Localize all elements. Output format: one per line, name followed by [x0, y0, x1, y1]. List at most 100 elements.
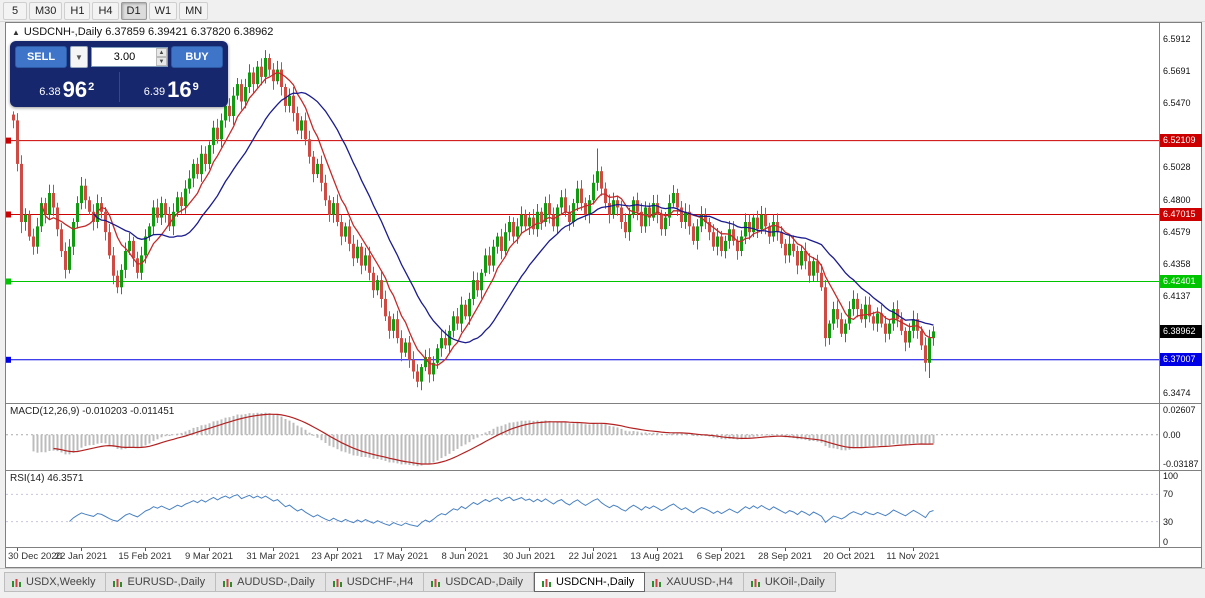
tab-label: USDCNH-,Daily	[555, 576, 635, 588]
chart-icon	[223, 578, 233, 587]
date-tick-mark	[465, 548, 466, 551]
chevron-down-icon: ▼	[75, 52, 83, 62]
chart-tab-ukoil-daily[interactable]: UKOil-,Daily	[743, 572, 836, 592]
timeframe-button-5[interactable]: 5	[3, 1, 27, 20]
date-label: 20 Oct 2021	[823, 551, 875, 562]
date-label: 13 Aug 2021	[630, 551, 684, 562]
date-label: 22 Jan 2021	[54, 551, 108, 562]
chart-icon	[652, 578, 662, 587]
date-axis[interactable]: 30 Dec 2020 22 Jan 2021 15 Feb 2021 9 Mar 2…	[6, 547, 1201, 567]
level-price-label: 6.42401	[1160, 275, 1202, 288]
current-price-label: 6.38962	[1160, 325, 1202, 338]
macd-panel: MACD(12,26,9) -0.010203 -0.011451 0.0260…	[6, 403, 1201, 470]
price-tick: 6.5470	[1163, 98, 1191, 108]
timeframe-toolbar: 5 M30 H1 H4 D1 W1 MN	[0, 0, 1205, 22]
buy-price-main: 16	[167, 77, 192, 102]
chart-tab-usdcnh-daily[interactable]: USDCNH-,Daily	[533, 572, 646, 592]
macd-axis[interactable]: 0.02607 0.00 -0.03187	[1159, 404, 1201, 470]
spinner-down-icon[interactable]: ▼	[156, 57, 167, 66]
volume-spinner[interactable]: ▲ ▼	[156, 48, 167, 66]
chart-tab-usdcad-daily[interactable]: USDCAD-,Daily	[424, 572, 534, 592]
timeframe-button-m30[interactable]: M30	[29, 1, 63, 20]
macd-tick: 0.02607	[1163, 405, 1196, 415]
timeframe-button-mn[interactable]: MN	[179, 1, 209, 20]
date-tick-mark	[593, 548, 594, 551]
price-tick: 6.4579	[1163, 227, 1191, 237]
timeframe-button-h1[interactable]: H1	[64, 1, 91, 20]
spinner-up-icon[interactable]: ▲	[156, 48, 167, 57]
date-label: 15 Feb 2021	[118, 551, 172, 562]
date-tick-mark	[401, 548, 402, 551]
date-tick-mark	[145, 548, 146, 551]
price-tick: 6.3474	[1163, 388, 1191, 398]
date-tick-mark	[913, 548, 914, 551]
level-price-label: 6.37007	[1160, 353, 1202, 366]
sell-price-display[interactable]: 6.38 96 2	[15, 72, 120, 102]
chart-icon	[332, 578, 342, 587]
timeframe-button-d1[interactable]: D1	[120, 1, 147, 20]
chart-tab-audusd-daily[interactable]: AUDUSD-,Daily	[216, 572, 326, 592]
main-chart-panel: ▲ USDCNH-,Daily 6.37859 6.39421 6.37820 …	[6, 23, 1202, 403]
chart-icon	[431, 578, 441, 587]
price-axis[interactable]: 6.5912 6.5691 6.5470 6.5028 6.4800 6.4579 6.43…	[1159, 23, 1202, 403]
tab-label: USDCHF-,H4	[346, 576, 414, 588]
chart-tab-usdchf-h4[interactable]: USDCHF-,H4	[325, 572, 425, 592]
ohlc-readout: USDCNH-,Daily 6.37859 6.39421 6.37820 6.…	[23, 26, 274, 38]
price-tick: 6.5912	[1163, 34, 1191, 44]
chart-tab-xauusd-h4[interactable]: XAUUSD-,H4	[645, 572, 744, 592]
rsi-panel: RSI(14) 46.3571 100 70 30 0	[6, 470, 1201, 547]
buy-price-display[interactable]: 6.39 16 9	[120, 72, 224, 102]
buy-price-pip: 9	[192, 81, 199, 93]
buy-button[interactable]: BUY	[171, 46, 223, 68]
tab-label: USDX,Weekly	[26, 576, 96, 588]
date-label: 6 Sep 2021	[696, 551, 746, 562]
sell-price-pip: 2	[88, 81, 95, 93]
price-chart-canvas[interactable]	[6, 23, 1159, 403]
collapse-triangle-icon[interactable]: ▲	[12, 27, 20, 37]
macd-tick: 0.00	[1163, 430, 1181, 440]
chart-tab-eurusd-daily[interactable]: EURUSD-,Daily	[106, 572, 217, 592]
date-label: 22 Jul 2021	[568, 551, 618, 562]
macd-label: MACD(12,26,9) -0.010203 -0.011451	[10, 406, 175, 417]
chart-icon	[541, 578, 551, 587]
rsi-tick: 30	[1163, 517, 1174, 527]
tab-label: AUDUSD-,Daily	[237, 576, 315, 588]
sell-price-prefix: 6.38	[39, 86, 61, 98]
date-tick-mark	[721, 548, 722, 551]
price-tick: 6.4800	[1163, 195, 1191, 205]
chart-title: ▲ USDCNH-,Daily 6.37859 6.39421 6.37820 …	[12, 26, 273, 38]
chart-window: ▲ USDCNH-,Daily 6.37859 6.39421 6.37820 …	[5, 22, 1202, 568]
volume-input[interactable]	[91, 47, 168, 67]
tab-label: UKOil-,Daily	[764, 576, 825, 588]
volume-dropdown[interactable]: ▼	[70, 46, 88, 68]
timeframe-button-w1[interactable]: W1	[148, 1, 178, 20]
chart-icon	[750, 578, 760, 587]
price-tick: 6.5028	[1163, 162, 1191, 172]
price-tick: 6.5691	[1163, 66, 1191, 76]
price-tick: 6.4137	[1163, 291, 1191, 301]
date-label: 30 Jun 2021	[502, 551, 556, 562]
rsi-tick: 0	[1163, 537, 1169, 547]
timeframe-button-h4[interactable]: H4	[92, 1, 119, 20]
date-label: 8 Jun 2021	[441, 551, 489, 562]
date-label: 30 Dec 2020	[8, 551, 62, 562]
chart-tab-usdx-weekly[interactable]: USDX,Weekly	[4, 572, 107, 592]
rsi-canvas[interactable]	[6, 471, 1159, 547]
tab-label: XAUUSD-,H4	[666, 576, 733, 588]
date-tick-mark	[81, 548, 82, 551]
level-price-label: 6.52109	[1160, 134, 1202, 147]
date-label: 31 Mar 2021	[246, 551, 300, 562]
rsi-tick: 100	[1163, 471, 1179, 481]
tab-label: EURUSD-,Daily	[127, 576, 206, 588]
date-tick-mark	[273, 548, 274, 551]
rsi-axis[interactable]: 100 70 30 0	[1159, 471, 1201, 547]
date-tick-mark	[785, 548, 786, 551]
macd-canvas[interactable]	[6, 404, 1159, 470]
sell-button[interactable]: SELL	[15, 46, 67, 68]
rsi-label: RSI(14) 46.3571	[10, 473, 84, 484]
date-label: 23 Apr 2021	[311, 551, 363, 562]
date-label: 17 May 2021	[373, 551, 429, 562]
date-tick-mark	[17, 548, 18, 551]
